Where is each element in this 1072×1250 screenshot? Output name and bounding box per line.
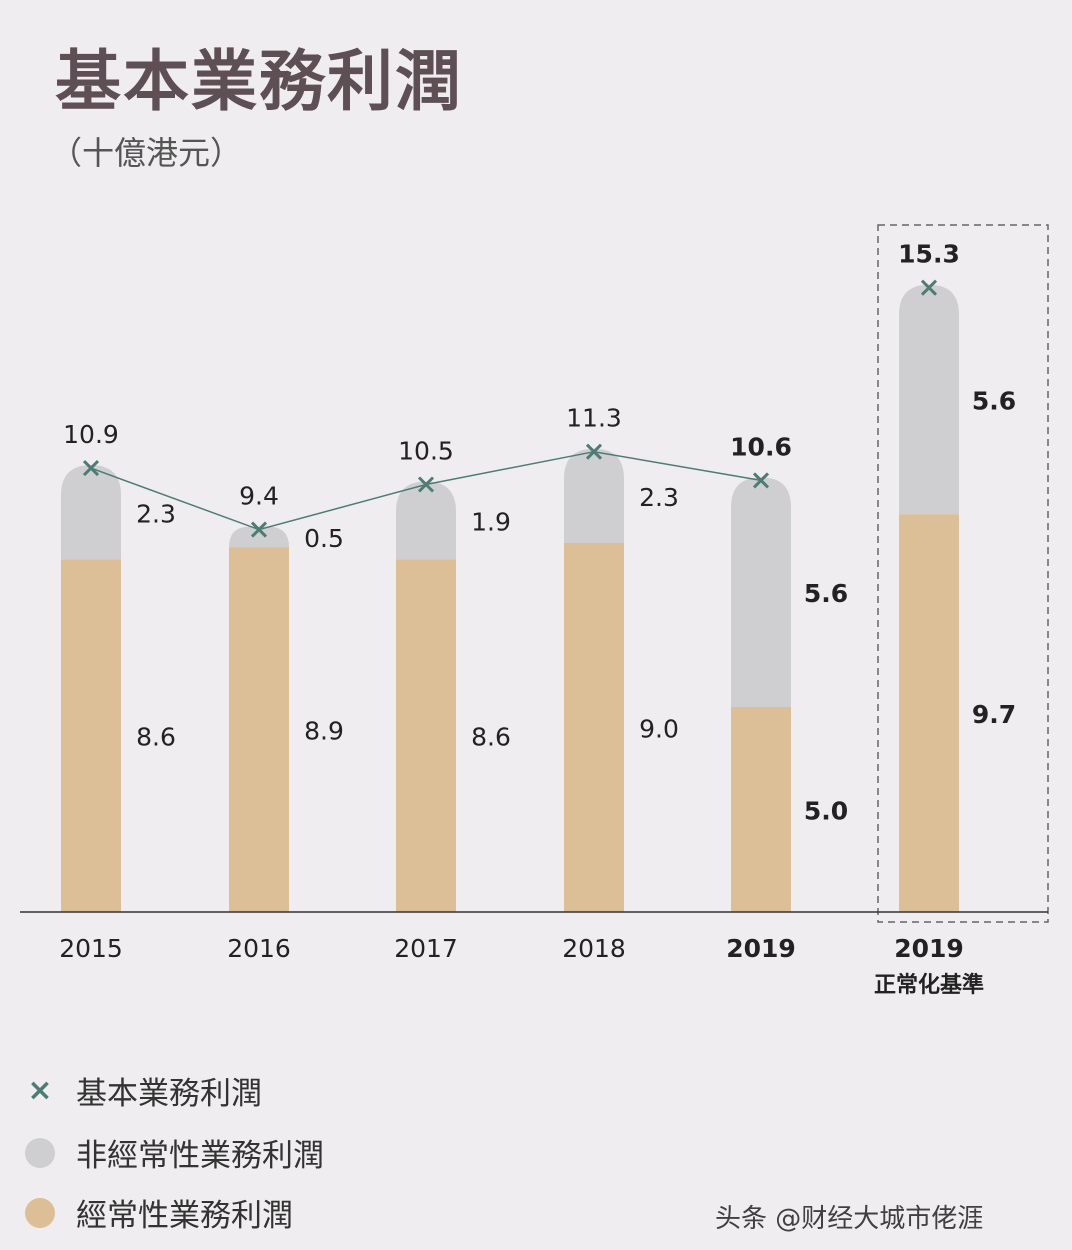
chart-title: 基本業務利潤 xyxy=(55,43,463,120)
legend-item-core-profit: × 基本業務利潤 xyxy=(22,1068,262,1113)
watermark: 头条 @财经大城市佬涯 xyxy=(715,1204,984,1234)
x-tick-label: 2017 xyxy=(394,934,458,963)
legend-item-recurring: 經常性業務利潤 xyxy=(22,1190,293,1235)
normalized-highlight-box xyxy=(877,224,1049,923)
label-recurring: 5.0 xyxy=(804,797,848,826)
label-total: 10.5 xyxy=(398,437,454,466)
legend-label: 非經常性業務利潤 xyxy=(76,1138,324,1174)
bar-non-recurring xyxy=(396,481,456,560)
bar-recurring xyxy=(229,547,289,912)
legend-item-non-recurring: 非經常性業務利潤 xyxy=(22,1130,324,1175)
core-profit-marker xyxy=(752,472,770,489)
label-total: 15.3 xyxy=(898,240,960,269)
label-non-recurring: 1.9 xyxy=(471,507,511,536)
x-marker-icon: × xyxy=(27,1073,53,1108)
bar-recurring xyxy=(396,559,456,912)
x-tick-label: 2016 xyxy=(227,934,291,963)
core-profit-marker xyxy=(585,443,603,460)
label-non-recurring: 2.3 xyxy=(136,499,176,528)
label-recurring: 8.6 xyxy=(471,723,511,752)
bar-recurring xyxy=(61,559,121,912)
x-tick-label: 2019 xyxy=(726,934,796,963)
bar-non-recurring xyxy=(899,284,959,515)
label-recurring: 9.7 xyxy=(972,700,1016,729)
label-total: 10.9 xyxy=(63,420,119,449)
gray-dot-icon xyxy=(22,1135,58,1171)
bar-non-recurring xyxy=(731,477,791,707)
label-non-recurring: 5.6 xyxy=(804,579,848,608)
label-recurring: 8.6 xyxy=(136,723,176,752)
legend-label: 經常性業務利潤 xyxy=(76,1198,293,1234)
bar-non-recurring xyxy=(61,465,121,560)
core-profit-marker xyxy=(82,460,100,477)
core-profit-marker xyxy=(417,476,435,493)
core-profit-marker xyxy=(250,521,268,538)
unit-label: （十億港元） xyxy=(50,134,243,172)
bar-non-recurring xyxy=(564,448,624,543)
tan-dot-icon xyxy=(22,1195,58,1231)
label-non-recurring: 0.5 xyxy=(304,524,344,553)
label-recurring: 9.0 xyxy=(639,715,679,744)
label-total: 9.4 xyxy=(239,482,279,511)
label-non-recurring: 5.6 xyxy=(972,387,1016,416)
x-tick-sublabel: 正常化基準 xyxy=(874,972,984,998)
bar-recurring xyxy=(731,707,791,912)
label-non-recurring: 2.3 xyxy=(639,483,679,512)
x-tick-label: 2019 xyxy=(894,934,964,963)
bar-recurring xyxy=(899,514,959,912)
core-profit-marker xyxy=(920,279,938,296)
bar-recurring xyxy=(564,543,624,912)
legend-label: 基本業務利潤 xyxy=(76,1076,262,1112)
label-recurring: 8.9 xyxy=(304,717,344,746)
label-total: 10.6 xyxy=(730,432,792,461)
x-tick-label: 2015 xyxy=(59,934,123,963)
label-total: 11.3 xyxy=(566,404,622,433)
x-tick-label: 2018 xyxy=(562,934,626,963)
bar-non-recurring xyxy=(229,526,289,548)
